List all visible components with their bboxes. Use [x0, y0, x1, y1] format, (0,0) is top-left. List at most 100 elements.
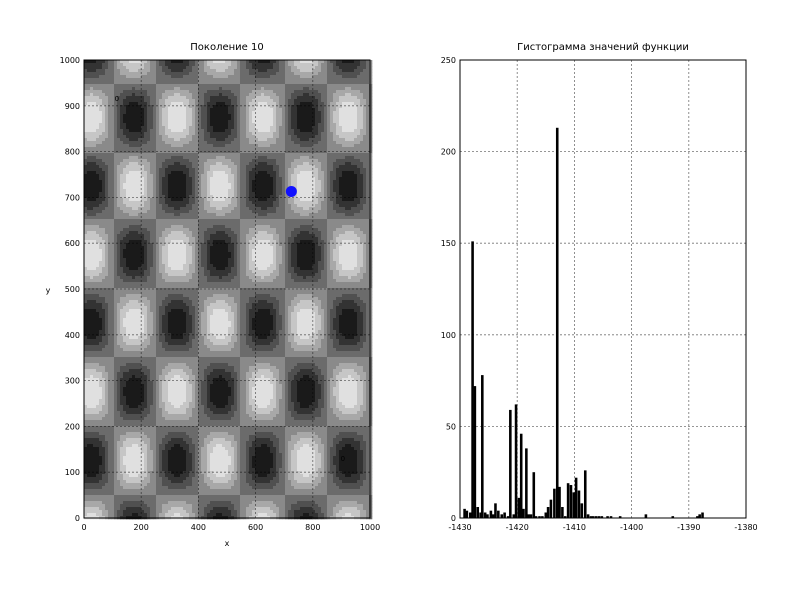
contour-cell: [171, 423, 175, 427]
contour-cell: [159, 105, 163, 109]
contour-cell: [150, 165, 154, 169]
contour-cell: [180, 345, 184, 349]
contour-cell: [162, 432, 166, 436]
contour-cell: [138, 471, 142, 475]
contour-cell: [108, 363, 112, 367]
contour-cell: [147, 219, 151, 223]
contour-cell: [138, 342, 142, 346]
contour-cell: [87, 285, 91, 289]
contour-cell: [138, 264, 142, 268]
contour-cell: [135, 342, 139, 346]
contour-cell: [177, 144, 181, 148]
contour-cell: [120, 192, 124, 196]
contour-cell: [102, 105, 106, 109]
contour-cell: [126, 498, 130, 502]
contour-cell: [123, 354, 127, 358]
contour-cell: [141, 111, 145, 115]
contour-cell: [93, 249, 97, 253]
contour-cell: [177, 375, 181, 379]
contour-cell: [135, 384, 139, 388]
contour-cell: [87, 321, 91, 325]
contour-cell: [135, 189, 139, 193]
contour-cell: [171, 357, 175, 361]
contour-cell: [141, 435, 145, 439]
contour-cell: [93, 438, 97, 442]
contour-cell: [156, 273, 160, 277]
contour-cell: [147, 369, 151, 373]
contour-cell: [126, 105, 130, 109]
contour-cell: [171, 213, 175, 217]
contour-cell: [147, 165, 151, 169]
contour-cell: [132, 174, 136, 178]
contour-cell: [138, 414, 142, 418]
contour-cell: [132, 132, 136, 136]
contour-cell: [138, 261, 142, 265]
contour-cell: [123, 183, 127, 187]
contour-cell: [111, 495, 115, 499]
contour-cell: [84, 417, 88, 421]
contour-cell: [162, 165, 166, 169]
contour-cell: [132, 84, 136, 88]
contour-cell: [165, 162, 169, 166]
contour-cell: [111, 234, 115, 238]
contour-cell: [171, 78, 175, 82]
contour-cell: [117, 126, 121, 130]
contour-cell: [177, 201, 181, 205]
contour-cell: [180, 225, 184, 229]
contour-cell: [111, 285, 115, 289]
contour-cell: [123, 450, 127, 454]
contour-cell: [156, 276, 160, 280]
contour-cell: [138, 144, 142, 148]
contour-cell: [108, 90, 112, 94]
contour-cell: [147, 432, 151, 436]
contour-cell: [171, 324, 175, 328]
contour-cell: [147, 207, 151, 211]
contour-cell: [93, 354, 97, 358]
contour-cell: [153, 417, 157, 421]
contour-cell: [87, 81, 91, 85]
contour-cell: [123, 162, 127, 166]
contour-cell: [99, 240, 103, 244]
contour-cell: [120, 507, 124, 511]
contour-cell: [93, 123, 97, 127]
contour-cell: [90, 288, 94, 292]
contour-cell: [111, 492, 115, 496]
contour-cell: [114, 510, 118, 514]
contour-cell: [159, 264, 163, 268]
contour-cell: [111, 363, 115, 367]
contour-cell: [126, 120, 130, 124]
contour-cell: [141, 147, 145, 151]
contour-cell: [105, 333, 109, 337]
contour-cell: [99, 222, 103, 226]
contour-cell: [111, 315, 115, 319]
contour-cell: [123, 399, 127, 403]
contour-cell: [108, 318, 112, 322]
contour-cell: [132, 207, 136, 211]
contour-cell: [108, 399, 112, 403]
contour-cell: [90, 444, 94, 448]
contour-cell: [141, 159, 145, 163]
contour-cell: [171, 294, 175, 298]
contour-cell: [135, 81, 139, 85]
contour-cell: [165, 273, 169, 277]
contour-cell: [162, 285, 166, 289]
contour-cell: [168, 483, 172, 487]
contour-cell: [180, 159, 184, 163]
contour-cell: [156, 339, 160, 343]
contour-cell: [159, 405, 163, 409]
contour-cell: [87, 198, 91, 202]
contour-cell: [150, 261, 154, 265]
contour-cell: [84, 261, 88, 265]
contour-cell: [96, 114, 100, 118]
contour-cell: [117, 456, 121, 460]
contour-cell: [96, 330, 100, 334]
contour-cell: [126, 420, 130, 424]
contour-cell: [108, 450, 112, 454]
contour-cell: [87, 366, 91, 370]
contour-cell: [171, 297, 175, 301]
contour-cell: [87, 96, 91, 100]
contour-cell: [102, 480, 106, 484]
contour-cell: [156, 165, 160, 169]
contour-cell: [147, 339, 151, 343]
contour-cell: [108, 99, 112, 103]
